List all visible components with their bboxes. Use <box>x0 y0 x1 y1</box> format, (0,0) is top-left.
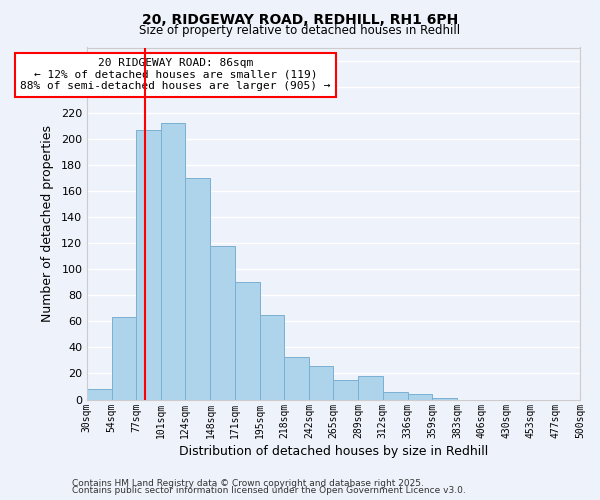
Bar <box>86 389 112 400</box>
Bar <box>161 123 185 400</box>
Bar <box>235 282 260 400</box>
Bar <box>136 130 161 400</box>
Bar <box>211 246 235 400</box>
Text: Contains public sector information licensed under the Open Government Licence v3: Contains public sector information licen… <box>72 486 466 495</box>
Y-axis label: Number of detached properties: Number of detached properties <box>41 125 54 322</box>
Bar <box>284 356 309 400</box>
Bar <box>309 366 333 400</box>
Text: 20, RIDGEWAY ROAD, REDHILL, RH1 6PH: 20, RIDGEWAY ROAD, REDHILL, RH1 6PH <box>142 12 458 26</box>
Bar <box>185 178 211 400</box>
Text: Size of property relative to detached houses in Redhill: Size of property relative to detached ho… <box>139 24 461 37</box>
Bar <box>358 376 383 400</box>
Bar <box>112 318 136 400</box>
Bar <box>260 315 284 400</box>
Bar <box>432 398 457 400</box>
X-axis label: Distribution of detached houses by size in Redhill: Distribution of detached houses by size … <box>179 444 488 458</box>
Bar <box>408 394 432 400</box>
Text: Contains HM Land Registry data © Crown copyright and database right 2025.: Contains HM Land Registry data © Crown c… <box>72 478 424 488</box>
Text: 20 RIDGEWAY ROAD: 86sqm
← 12% of detached houses are smaller (119)
88% of semi-d: 20 RIDGEWAY ROAD: 86sqm ← 12% of detache… <box>20 58 331 92</box>
Bar <box>333 380 358 400</box>
Bar <box>383 392 408 400</box>
